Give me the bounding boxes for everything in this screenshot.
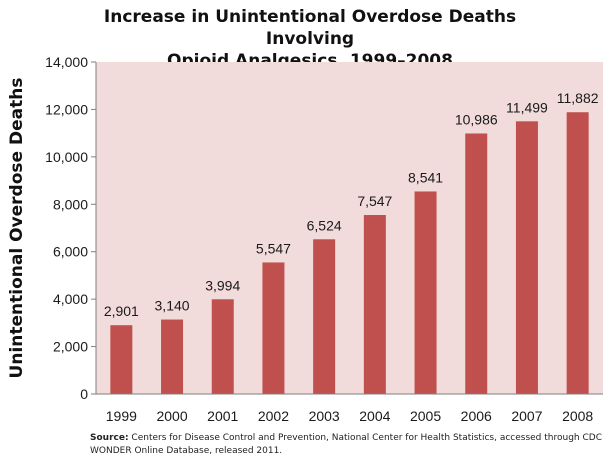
y-tick-label: 4,000 <box>53 291 88 307</box>
y-tick-label: 14,000 <box>45 54 88 70</box>
data-label-2006: 10,986 <box>455 111 498 127</box>
bar-2001 <box>211 299 234 394</box>
source-note: Source: Centers for Disease Control and … <box>90 432 610 458</box>
y-tick-label: 0 <box>80 386 88 402</box>
bar-2005 <box>414 191 437 394</box>
data-label-1999: 2,901 <box>104 303 139 319</box>
x-tick-label-2000: 2000 <box>156 408 187 424</box>
x-tick-label-1999: 1999 <box>106 408 137 424</box>
y-tick-label: 10,000 <box>45 149 88 165</box>
data-label-2000: 3,140 <box>155 298 190 314</box>
bar-2008 <box>566 112 589 394</box>
value-labels: 2,901 3,140 3,994 5,547 6,524 7,547 8,541 10,98… <box>104 90 599 319</box>
bars <box>110 112 589 395</box>
x-tick-label-2006: 2006 <box>461 408 492 424</box>
bar-1999 <box>110 325 133 394</box>
source-label: Source: <box>90 433 129 443</box>
bar-2006 <box>465 133 488 394</box>
data-label-2007: 11,499 <box>506 99 548 115</box>
bar-2003 <box>313 239 336 394</box>
bar-chart: 02,0004,0006,0008,00010,00012,00014,000 … <box>7 54 603 424</box>
y-tick-label: 8,000 <box>53 196 88 212</box>
x-tick-label-2003: 2003 <box>309 408 340 424</box>
y-axis-ticks: 0 2,000 4,000 6,000 8,000 10,000 12,000 14,000 <box>45 54 96 402</box>
data-label-2008: 11,882 <box>557 90 599 106</box>
bar-2000 <box>161 319 184 394</box>
x-tick-label-2001: 2001 <box>207 408 238 424</box>
x-axis-ticks: 1999 2000 2001 2002 2003 2004 2005 2006 2007 2008 <box>106 408 594 424</box>
y-tick-label: 6,000 <box>53 244 88 260</box>
x-tick-label-2002: 2002 <box>258 408 289 424</box>
data-label-2005: 8,541 <box>408 169 443 185</box>
x-tick-label-2008: 2008 <box>562 408 593 424</box>
x-tick-label-2005: 2005 <box>410 408 441 424</box>
y-tick-label: 2,000 <box>53 339 88 355</box>
data-label-2001: 3,994 <box>205 277 240 293</box>
bar-2002 <box>262 262 285 394</box>
data-label-2002: 5,547 <box>256 240 291 256</box>
x-tick-label-2004: 2004 <box>359 408 390 424</box>
y-tick-label: 12,000 <box>45 101 88 117</box>
y-axis-label: Unintentional Overdose Deaths <box>7 78 27 379</box>
chart-title-line-1: Increase in Unintentional Overdose Death… <box>103 7 517 49</box>
bar-2004 <box>363 215 386 394</box>
source-text: Centers for Disease Control and Preventi… <box>90 433 602 456</box>
bar-2007 <box>515 121 538 395</box>
data-label-2004: 7,547 <box>357 193 392 209</box>
x-tick-label-2007: 2007 <box>511 408 542 424</box>
data-label-2003: 6,524 <box>307 217 342 233</box>
